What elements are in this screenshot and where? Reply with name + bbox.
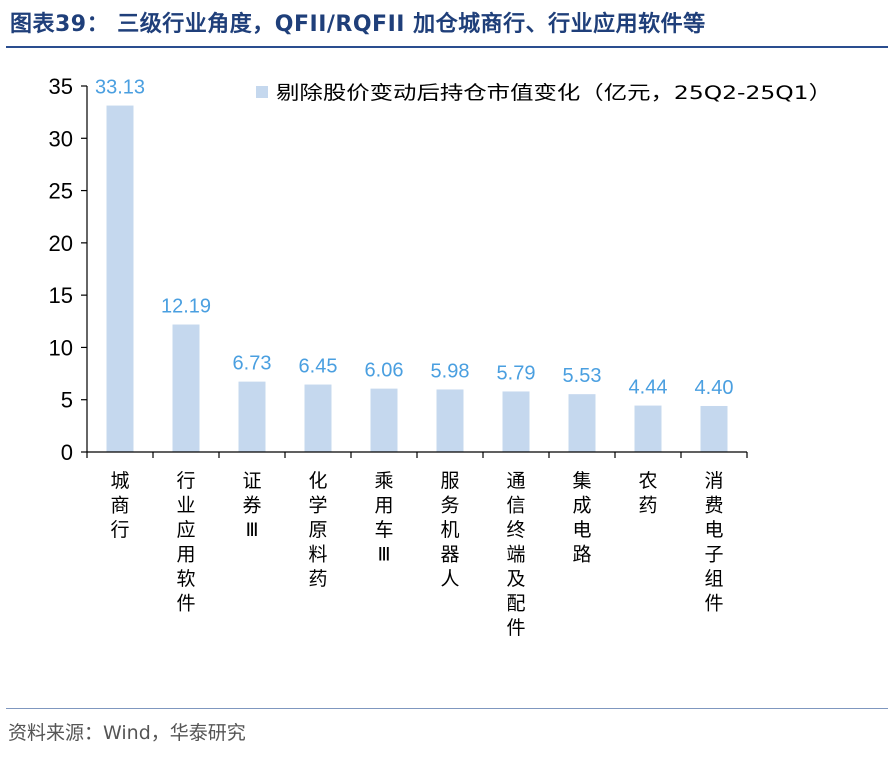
category-label: 消费电子组件 bbox=[704, 470, 723, 615]
legend-swatch bbox=[256, 86, 268, 98]
title-divider bbox=[6, 46, 888, 48]
bar bbox=[238, 381, 266, 452]
bar bbox=[568, 394, 596, 452]
category-label: 行业应用软件 bbox=[176, 470, 195, 615]
data-label: 6.06 bbox=[365, 360, 404, 382]
data-label: 5.53 bbox=[563, 365, 602, 387]
y-tick-label: 25 bbox=[49, 179, 73, 204]
data-label: 5.79 bbox=[497, 362, 536, 384]
data-label: 12.19 bbox=[161, 296, 211, 318]
y-tick-label: 15 bbox=[49, 283, 73, 308]
y-axis: 0 5 10 15 20 25 30 35 bbox=[49, 74, 88, 465]
legend: 剔除股价变动后持仓市值变化（亿元，25Q2-25Q1） bbox=[256, 82, 832, 104]
figure-title: 图表39： 三级行业角度，QFII/RQFII 加仓城商行、行业应用软件等 bbox=[10, 12, 706, 37]
y-tick-label: 5 bbox=[61, 388, 73, 413]
data-label: 4.44 bbox=[629, 377, 668, 399]
data-label: 4.40 bbox=[695, 377, 734, 399]
bar-chart: 0 5 10 15 20 25 30 35 33.13 12.19 6.73 6.45 6.06 5.9… bbox=[49, 74, 832, 639]
footer-divider bbox=[6, 708, 888, 709]
y-tick-label: 0 bbox=[61, 440, 73, 465]
category-label: 城商行 bbox=[110, 470, 129, 541]
data-label: 33.13 bbox=[95, 77, 145, 99]
bar bbox=[436, 389, 464, 452]
y-tick-label: 10 bbox=[49, 335, 73, 360]
category-label: 乘用车 Ⅲ bbox=[374, 470, 393, 566]
category-label: 农药 bbox=[638, 470, 657, 517]
bar bbox=[502, 391, 530, 452]
y-tick-label: 20 bbox=[49, 231, 73, 256]
category-label: 集成电路 bbox=[572, 470, 591, 566]
category-label: 服务机器人 bbox=[440, 470, 459, 590]
data-label: 5.98 bbox=[431, 360, 470, 382]
bar bbox=[304, 384, 332, 452]
y-tick-label: 30 bbox=[49, 126, 73, 151]
bar bbox=[172, 324, 200, 452]
bar bbox=[634, 405, 662, 452]
category-label: 化学原料药 bbox=[308, 470, 327, 590]
data-label: 6.73 bbox=[233, 353, 272, 375]
source-note: 资料来源：Wind，华泰研究 bbox=[8, 722, 246, 744]
x-axis: 城商行 行业应用软件 证券 Ⅲ 化学原料药 乘用车 Ⅲ 服务机器人 通信终端及配件 集成电路 农药消… bbox=[86, 451, 748, 639]
category-label: 通信终端及配件 bbox=[506, 470, 525, 639]
bar bbox=[370, 388, 398, 452]
bar bbox=[700, 405, 728, 452]
category-label: 证券 Ⅲ bbox=[242, 470, 261, 541]
bar bbox=[106, 105, 134, 452]
bars: 33.13 12.19 6.73 6.45 6.06 5.98 5.79 5.53 4.44 4.… bbox=[95, 77, 734, 452]
legend-label: 剔除股价变动后持仓市值变化（亿元，25Q2-25Q1） bbox=[276, 82, 832, 104]
data-label: 6.45 bbox=[299, 356, 338, 378]
y-tick-label: 35 bbox=[49, 74, 73, 99]
